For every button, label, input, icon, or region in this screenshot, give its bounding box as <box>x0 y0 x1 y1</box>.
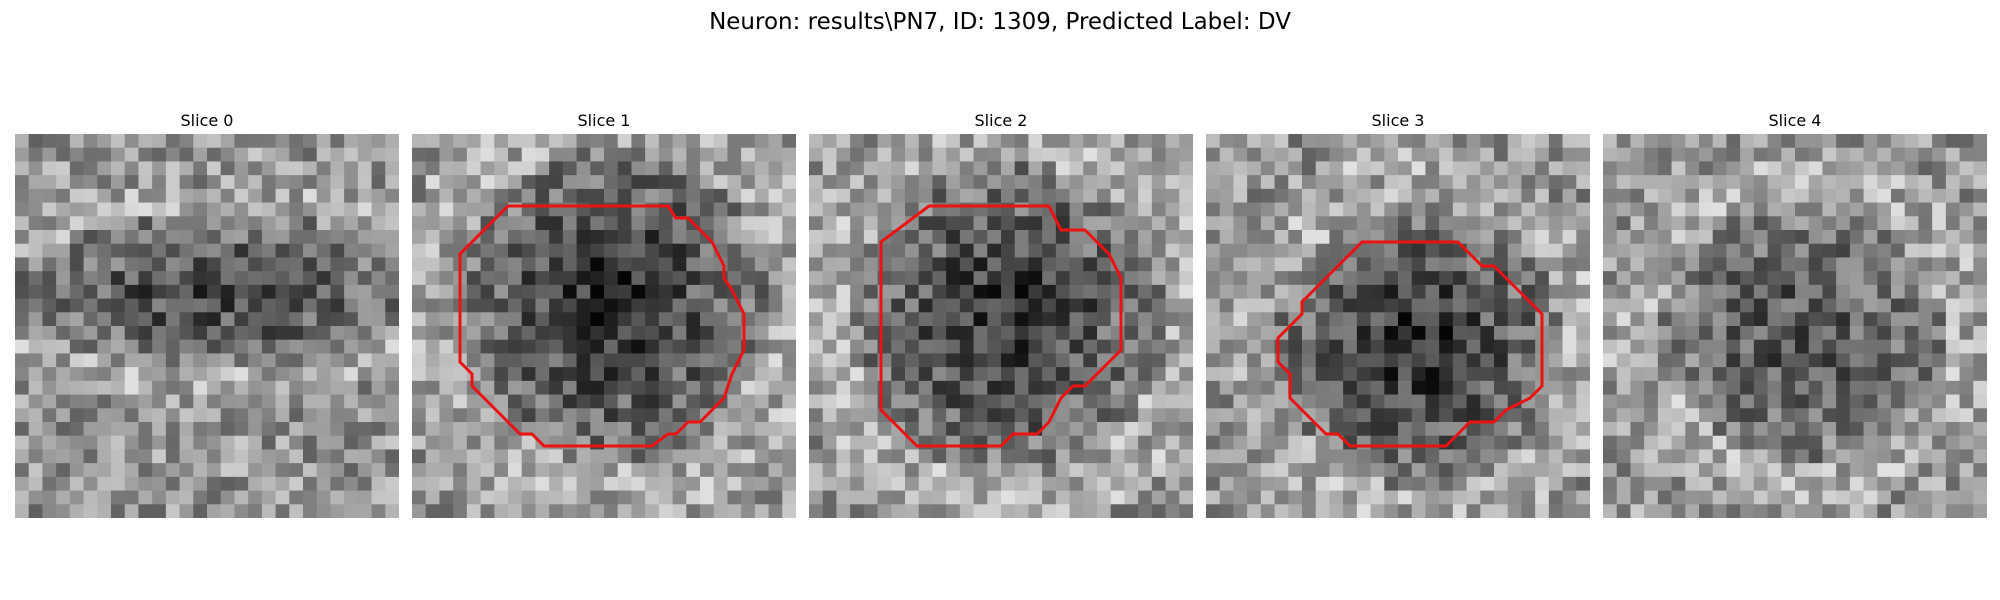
slice-panel-1: Slice 1 <box>412 108 796 518</box>
slice-pixels-4 <box>1603 134 1987 518</box>
slice-pixels-3 <box>1206 134 1590 518</box>
slice-panel-2: Slice 2 <box>809 108 1193 518</box>
slice-title-3: Slice 3 <box>1371 111 1425 130</box>
slice-image-3 <box>1206 134 1590 518</box>
slice-title-1: Slice 1 <box>577 111 631 130</box>
slice-image-4 <box>1603 134 1987 518</box>
figure-title: Neuron: results\PN7, ID: 1309, Predicted… <box>709 9 1291 35</box>
slice-panel-4: Slice 4 <box>1603 108 1987 518</box>
segmentation-outline-2 <box>879 204 1123 448</box>
slice-title-0: Slice 0 <box>180 111 234 130</box>
segmentation-outline-3 <box>1276 240 1544 448</box>
slice-panel-0: Slice 0 <box>15 108 399 518</box>
slice-image-0 <box>15 134 399 518</box>
slice-pixels-2 <box>809 134 1193 518</box>
slice-image-1 <box>412 134 796 518</box>
slice-title-2: Slice 2 <box>974 111 1028 130</box>
slice-title-4: Slice 4 <box>1768 111 1822 130</box>
slice-pixels-0 <box>15 134 399 518</box>
slice-panel-3: Slice 3 <box>1206 108 1590 518</box>
slice-image-2 <box>809 134 1193 518</box>
slice-pixels-1 <box>412 134 796 518</box>
segmentation-outline-1 <box>458 204 746 448</box>
